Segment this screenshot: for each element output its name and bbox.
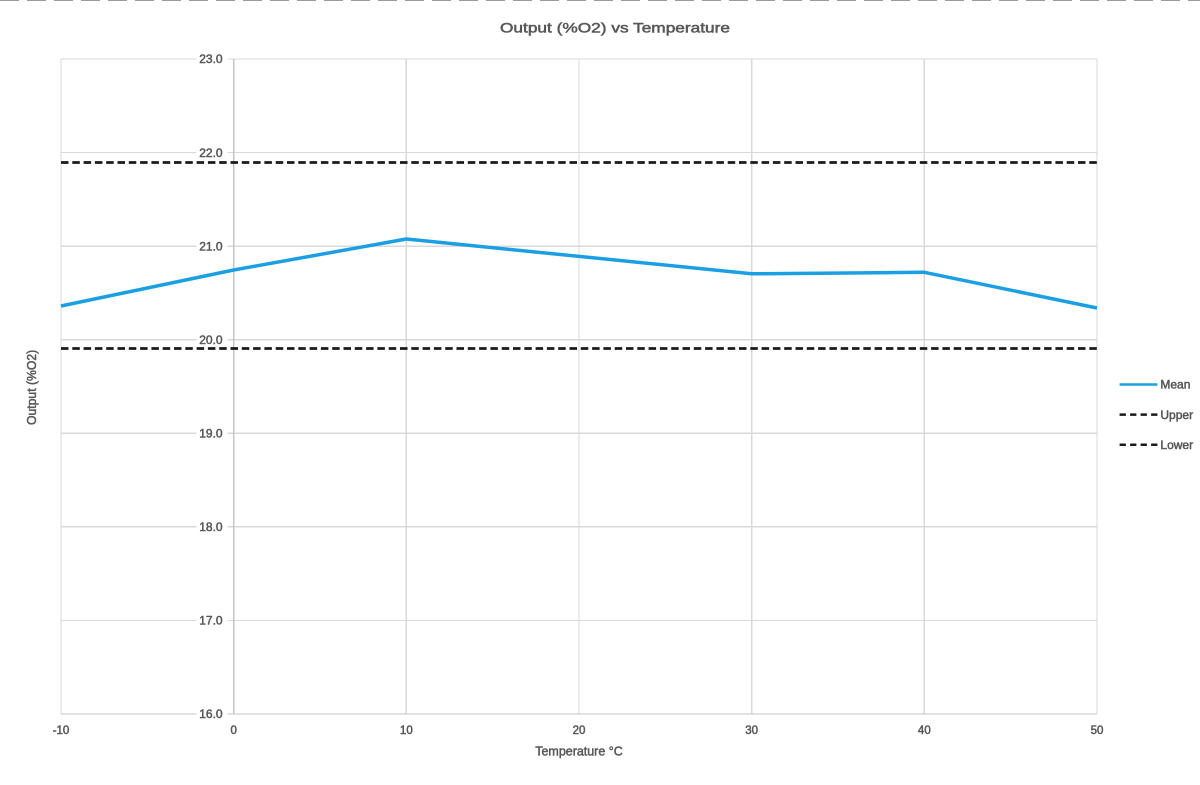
svg-text:Lower: Lower [1160,438,1193,452]
svg-text:50: 50 [1091,725,1104,737]
svg-text:17.0: 17.0 [199,614,223,628]
svg-text:0: 0 [230,725,236,737]
svg-text:Output (%O2) vs Temperature: Output (%O2) vs Temperature [500,19,730,35]
svg-text:21.0: 21.0 [199,239,223,253]
svg-text:Output (%O2): Output (%O2) [25,350,39,425]
svg-text:20: 20 [573,725,586,737]
svg-text:40: 40 [918,725,931,737]
svg-text:30: 30 [745,725,758,737]
svg-text:-10: -10 [53,725,70,737]
svg-text:16.0: 16.0 [199,707,223,721]
svg-text:18.0: 18.0 [199,520,223,534]
svg-text:20.0: 20.0 [199,333,223,347]
svg-text:23.0: 23.0 [199,52,223,66]
svg-text:19.0: 19.0 [199,427,223,441]
svg-text:10: 10 [400,725,413,737]
svg-text:Temperature °C: Temperature °C [535,744,623,759]
svg-text:22.0: 22.0 [199,146,223,160]
svg-text:Mean: Mean [1160,378,1190,392]
svg-text:Upper: Upper [1160,408,1193,422]
